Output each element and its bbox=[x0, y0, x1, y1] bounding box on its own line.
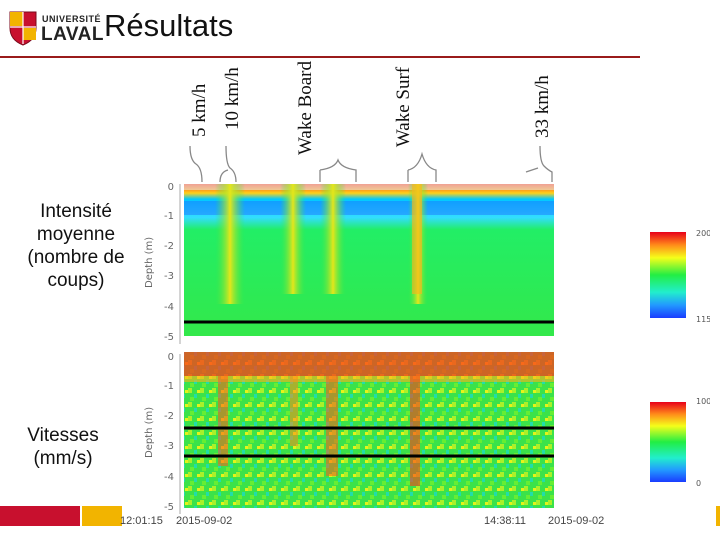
label-5kmh: 5 km/h bbox=[189, 83, 210, 137]
int-ytick-0: 0 bbox=[168, 182, 174, 193]
crest-icon bbox=[9, 11, 37, 46]
int-ytick-5: -5 bbox=[164, 332, 174, 343]
footer-date-start: 2015-09-02 bbox=[176, 515, 233, 527]
intensity-side-label: Intensité moyenne (nombre de coups) bbox=[27, 201, 125, 291]
footer-gold-edge bbox=[716, 506, 720, 526]
vel-ytick-4: -4 bbox=[164, 472, 174, 483]
event-brackets bbox=[189, 145, 553, 183]
intensity-chart: 0 -1 -2 -3 -4 -5 Depth (m) bbox=[144, 182, 554, 344]
velocity-side-label: Vitesses (mm/s) bbox=[27, 425, 99, 469]
velocity-colorbar: 100 0 bbox=[650, 397, 710, 488]
logo-text-line2: LAVAL bbox=[41, 24, 105, 45]
logo-text-line1: UNIVERSITÉ bbox=[42, 14, 102, 24]
int-cbar-min: 115 bbox=[696, 315, 710, 324]
footer-strip: 12:01:15 2015-09-02 14:38:11 2015-09-02 bbox=[0, 506, 720, 527]
int-ytick-2: -2 bbox=[164, 241, 174, 252]
intensity-colorbar: 200 115 bbox=[650, 229, 710, 324]
int-ytick-4: -4 bbox=[164, 302, 174, 313]
int-cbar-max: 200 bbox=[696, 229, 710, 238]
footer-red-block bbox=[0, 506, 80, 526]
int-ylabel: Depth (m) bbox=[144, 237, 155, 288]
vel-ylabel: Depth (m) bbox=[144, 407, 155, 458]
footer-gold-block bbox=[82, 506, 122, 526]
footer-time-start: 12:01:15 bbox=[120, 515, 163, 527]
vel-ytick-1: -1 bbox=[164, 381, 174, 392]
vel-ytick-5: -5 bbox=[164, 502, 174, 513]
label-33kmh: 33 km/h bbox=[532, 75, 553, 138]
vel-cbar-max: 100 bbox=[696, 397, 710, 406]
velocity-chart: 0 -1 -2 -3 -4 -5 Depth (m) bbox=[144, 352, 554, 514]
label-10kmh: 10 km/h bbox=[222, 67, 243, 130]
slide-title: Résultats bbox=[104, 8, 234, 43]
label-wake-surf: Wake Surf bbox=[393, 66, 414, 148]
vel-ytick-0: 0 bbox=[168, 352, 174, 363]
vel-ytick-2: -2 bbox=[164, 411, 174, 422]
footer-date-end: 2015-09-02 bbox=[548, 515, 605, 527]
title-rule bbox=[0, 56, 640, 58]
int-ytick-3: -3 bbox=[164, 271, 174, 282]
vel-ytick-3: -3 bbox=[164, 441, 174, 452]
int-ytick-1: -1 bbox=[164, 211, 174, 222]
footer-time-end: 14:38:11 bbox=[484, 515, 527, 527]
vel-cbar-min: 0 bbox=[696, 479, 701, 488]
university-logo: UNIVERSITÉ LAVAL bbox=[8, 8, 104, 48]
